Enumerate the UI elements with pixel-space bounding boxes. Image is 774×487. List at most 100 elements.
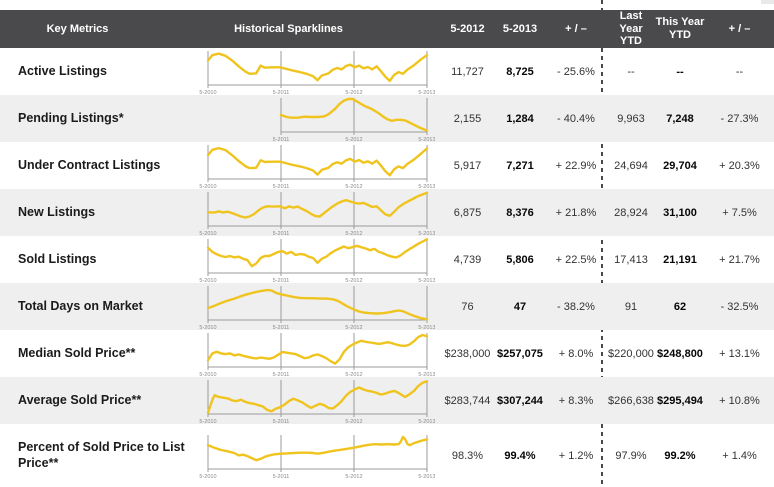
svg-text:5-2013: 5-2013 [418, 278, 435, 283]
svg-text:5-2011: 5-2011 [273, 231, 290, 236]
table-row: Sold Listings 5-2010 5-2011 5-2012 5-2013 4… [0, 236, 774, 283]
svg-text:5-2012: 5-2012 [345, 184, 362, 189]
header-key-metrics: Key Metrics [46, 22, 109, 35]
svg-text:5-2012: 5-2012 [345, 137, 362, 142]
metric-label: Active Listings [18, 63, 107, 78]
svg-text:5-2011: 5-2011 [273, 184, 290, 189]
sparkline-chart: 5-2010 5-2011 5-2012 5-2013 [195, 236, 440, 283]
header-plus-minus-2: + / – [728, 22, 751, 35]
header-plus-minus-1: + / – [565, 22, 587, 35]
table-row: Percent of Sold Price to List Price** 5-… [0, 424, 774, 487]
value-5-2013: $307,244 [497, 394, 543, 407]
header-5-2013: 5-2013 [502, 22, 538, 35]
svg-text:5-2010: 5-2010 [199, 278, 216, 283]
table-row: Active Listings 5-2010 5-2011 5-2012 5-2013… [0, 48, 774, 95]
sparkline-chart: 5-2010 5-2011 5-2012 5-2013 [195, 189, 440, 236]
svg-text:5-2010: 5-2010 [199, 372, 216, 377]
sparkline-chart: 5-2010 5-2011 5-2012 5-2013 [195, 283, 440, 330]
value-change-2: + 20.3% [719, 159, 760, 172]
value-5-2012: 2,155 [453, 112, 482, 125]
sparkline-svg: 5-2010 5-2011 5-2012 5-2013 [199, 380, 435, 424]
value-this-year-ytd: 62 [673, 300, 687, 313]
svg-text:5-2012: 5-2012 [345, 372, 362, 377]
table-row: Pending Listings* 5-2011 5-2012 5-2013 2,1… [0, 95, 774, 142]
header-this-year-ytd: This Year YTD [655, 16, 705, 41]
value-this-year-ytd: 99.2% [664, 449, 696, 462]
svg-text:5-2013: 5-2013 [418, 184, 435, 189]
value-this-year-ytd: $295,494 [657, 394, 703, 407]
table-row: Average Sold Price** 5-2010 5-2011 5-2012 5… [0, 377, 774, 424]
value-5-2012: 76 [461, 300, 474, 313]
ytd-dashed-divider [601, 0, 603, 487]
sparkline-chart: 5-2010 5-2011 5-2012 5-2013 [195, 330, 440, 377]
svg-text:5-2011: 5-2011 [273, 90, 290, 95]
value-change-1: + 8.3% [558, 394, 594, 407]
value-change-1: - 25.6% [557, 65, 595, 78]
svg-text:5-2013: 5-2013 [418, 419, 435, 424]
svg-text:5-2010: 5-2010 [199, 231, 216, 236]
metric-label: New Listings [18, 204, 96, 219]
table-body: Active Listings 5-2010 5-2011 5-2012 5-2013… [0, 48, 774, 487]
table-row: Total Days on Market 5-2010 5-2011 5-2012 5… [0, 283, 774, 330]
header-last-year-ytd: Last Year YTD [619, 9, 643, 48]
sparkline-svg: 5-2010 5-2011 5-2012 5-2013 [199, 238, 435, 283]
value-5-2013: 7,271 [506, 159, 534, 172]
table-header: Key Metrics Historical Sparklines 5-2012… [0, 10, 774, 48]
metric-label: Median Sold Price** [18, 345, 136, 360]
value-last-year-ytd: 97.9% [615, 449, 647, 462]
value-5-2013: 99.4% [504, 449, 536, 462]
svg-text:5-2013: 5-2013 [418, 137, 435, 142]
value-change-2: -- [735, 65, 744, 78]
sparkline-chart: 5-2011 5-2012 5-2013 [195, 95, 440, 142]
svg-text:5-2012: 5-2012 [345, 278, 362, 283]
value-this-year-ytd: $248,800 [657, 347, 703, 360]
value-change-1: - 40.4% [557, 112, 595, 125]
value-last-year-ytd: 17,413 [614, 253, 648, 266]
value-this-year-ytd: 31,100 [663, 206, 697, 219]
sparkline-chart: 5-2010 5-2011 5-2012 5-2013 [195, 142, 440, 189]
value-change-1: + 1.2% [558, 449, 594, 462]
value-last-year-ytd: 9,963 [617, 112, 645, 125]
value-5-2012: 5,917 [453, 159, 482, 172]
value-change-2: + 1.4% [722, 449, 757, 462]
value-5-2013: 8,725 [506, 65, 534, 78]
svg-text:5-2012: 5-2012 [345, 474, 362, 479]
sparkline-chart: 5-2010 5-2011 5-2012 5-2013 [195, 48, 440, 95]
svg-text:5-2010: 5-2010 [199, 419, 216, 424]
table-row: Median Sold Price** 5-2010 5-2011 5-2012 5-… [0, 330, 774, 377]
svg-text:5-2013: 5-2013 [418, 231, 435, 236]
value-5-2013: 5,806 [506, 253, 534, 266]
sparkline-svg: 5-2010 5-2011 5-2012 5-2013 [199, 51, 435, 95]
value-change-2: - 27.3% [720, 112, 759, 125]
svg-text:5-2011: 5-2011 [273, 419, 290, 424]
svg-text:5-2010: 5-2010 [199, 184, 216, 189]
value-change-1: + 21.8% [555, 206, 597, 219]
value-this-year-ytd: 21,191 [663, 253, 697, 266]
svg-text:5-2013: 5-2013 [418, 372, 435, 377]
value-change-2: + 21.7% [719, 253, 760, 266]
header-5-2012: 5-2012 [450, 22, 485, 35]
value-change-2: + 13.1% [719, 347, 760, 360]
value-change-1: + 22.9% [555, 159, 597, 172]
value-change-2: + 7.5% [722, 206, 757, 219]
value-5-2013: 1,284 [506, 112, 534, 125]
svg-text:5-2010: 5-2010 [199, 325, 216, 330]
value-5-2013: $257,075 [497, 347, 543, 360]
metric-label: Sold Listings [18, 251, 97, 266]
value-change-1: + 8.0% [558, 347, 594, 360]
header-sparklines: Historical Sparklines [234, 22, 343, 35]
value-5-2013: 47 [513, 300, 527, 313]
svg-text:5-2010: 5-2010 [199, 474, 216, 479]
sparkline-svg: 5-2010 5-2011 5-2012 5-2013 [199, 286, 435, 330]
value-5-2012: 4,739 [453, 253, 482, 266]
metric-label: Under Contract Listings [18, 157, 161, 172]
value-last-year-ytd: 91 [624, 300, 638, 313]
svg-text:5-2011: 5-2011 [273, 474, 290, 479]
value-last-year-ytd: -- [627, 65, 635, 78]
svg-text:5-2011: 5-2011 [273, 372, 290, 377]
sparkline-chart: 5-2010 5-2011 5-2012 5-2013 [195, 377, 440, 424]
metric-label: Percent of Sold Price to List Price** [18, 439, 185, 470]
table-row: Under Contract Listings 5-2010 5-2011 5-20… [0, 142, 774, 189]
svg-text:5-2013: 5-2013 [418, 90, 435, 95]
